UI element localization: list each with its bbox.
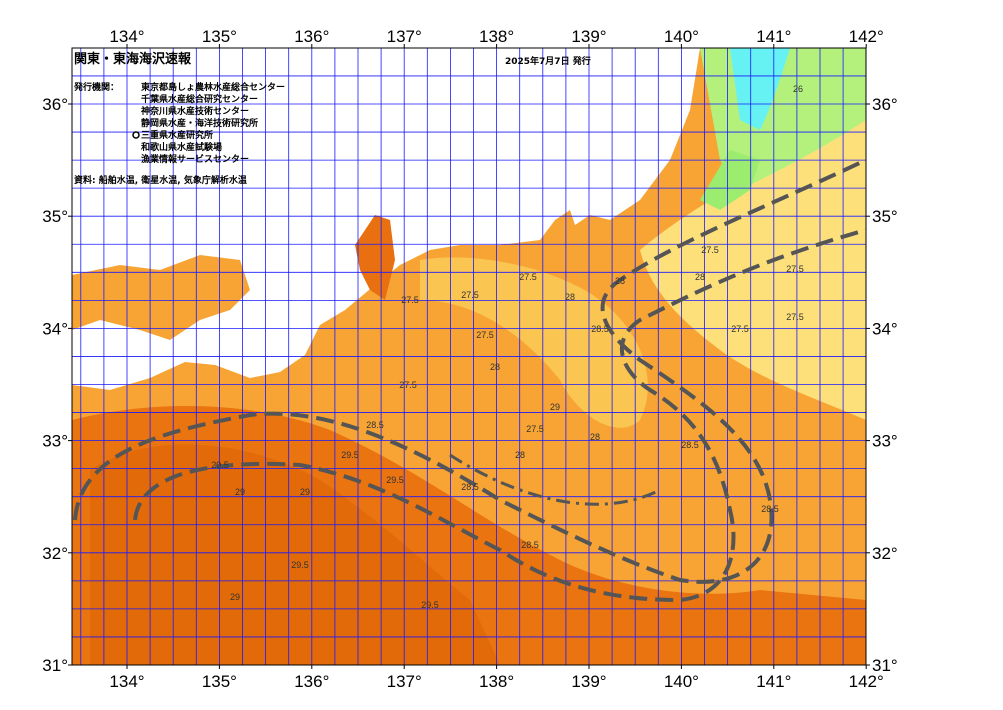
lat-tick-label: 35° [42, 207, 68, 226]
bay [355, 215, 395, 300]
lon-tick-label: 139° [571, 672, 606, 691]
lon-tick-label: 135° [202, 27, 237, 46]
contour-label: 28.5 [521, 540, 539, 550]
contour-label: 28 [695, 272, 705, 282]
inland-sea [72, 255, 250, 340]
contour-label: 29.5 [211, 460, 229, 470]
lon-tick-label: 141° [756, 27, 791, 46]
contour-label: 28.5 [761, 504, 779, 514]
contour-label: 27.5 [399, 380, 417, 390]
contour-label: 29 [300, 487, 310, 497]
grid [72, 48, 866, 665]
lat-tick-label: 32° [42, 544, 68, 563]
lat-tick-label: 36° [872, 95, 898, 114]
contour-label: 29.5 [341, 450, 359, 460]
contour-label: 27.5 [786, 264, 804, 274]
contour-label: 28.5 [461, 482, 479, 492]
map-frame [71, 47, 867, 666]
lon-tick-label: 140° [664, 672, 699, 691]
issuer: 千葉県水産総合研究センター [141, 93, 258, 105]
marker [132, 131, 140, 139]
lon-tick-label: 135° [202, 672, 237, 691]
contour-label: 28 [490, 362, 500, 372]
lon-tick-label: 140° [664, 27, 699, 46]
issuer: 三重県水産研究所 [141, 129, 213, 141]
contour-label: 29 [235, 487, 245, 497]
lon-tick-label: 138° [479, 672, 514, 691]
lon-tick-label: 141° [756, 672, 791, 691]
issuer: 漁業情報サービスセンター [141, 153, 249, 165]
contour-label: 28 [590, 432, 600, 442]
sea-surface [72, 48, 866, 665]
lat-tick-label: 35° [872, 207, 898, 226]
issuer: 静岡県水産・海洋技術研究所 [141, 117, 258, 129]
lat-tick-label: 34° [872, 319, 898, 338]
lat-tick-label: 33° [872, 432, 898, 451]
lat-tick-label: 33° [42, 432, 68, 451]
bay [700, 150, 760, 210]
contour-label: 29.5 [291, 560, 309, 570]
lon-tick-label: 139° [571, 27, 606, 46]
source-note: 資料: 船舶水温, 衛星水温, 気象庁解析水温 [74, 174, 247, 186]
kuroshio-path [73, 158, 866, 584]
lon-tick-label: 134° [109, 27, 144, 46]
contour-label: 28 [515, 450, 525, 460]
map-title: 関東・東海海沢速報 [74, 51, 192, 67]
contour-label: 27.5 [476, 330, 494, 340]
contour-label: 27.5 [786, 312, 804, 322]
lon-tick-label: 136° [294, 27, 329, 46]
issuer-label: 発行機関： [73, 81, 119, 93]
lon-tick-label: 142° [849, 27, 884, 46]
lat-tick-label: 34° [42, 319, 68, 338]
kuroshio-path [133, 228, 866, 603]
lon-tick-label: 137° [387, 27, 422, 46]
contour-label: 28.5 [591, 324, 609, 334]
contour-label: 26 [793, 84, 803, 94]
lon-tick-label: 142° [849, 672, 884, 691]
contour-label: 29.5 [421, 600, 439, 610]
contour-label: 27.5 [526, 424, 544, 434]
contour-label: 28 [615, 276, 625, 286]
contour-label: 29 [230, 592, 240, 602]
warmest-water [90, 444, 500, 665]
contour-label: 29.5 [386, 475, 404, 485]
issuer: 神奈川県水産技術センター [141, 105, 249, 117]
contour-label: 28.5 [366, 420, 384, 430]
contour-label: 27.5 [731, 324, 749, 334]
issuer: 和歌山県水産試験場 [140, 141, 222, 153]
contour-label: 29 [550, 402, 560, 412]
lon-tick-label: 134° [109, 672, 144, 691]
lat-tick-label: 31° [872, 656, 898, 675]
lon-tick-label: 138° [479, 27, 514, 46]
lat-tick-label: 32° [872, 544, 898, 563]
lat-tick-label: 36° [42, 95, 68, 114]
cold-water [730, 48, 790, 130]
issuer: 東京都島しょ農林水産総合センター [141, 81, 285, 93]
lat-tick-label: 31° [42, 656, 68, 675]
front-line [449, 453, 661, 506]
contour-label: 28 [565, 292, 575, 302]
lon-tick-label: 137° [387, 672, 422, 691]
contour-label: 27.5 [701, 245, 719, 255]
lon-tick-label: 136° [294, 672, 329, 691]
contour-label: 27.5 [401, 295, 419, 305]
contour-label: 28.5 [681, 440, 699, 450]
contour-label: 27.5 [519, 272, 537, 282]
issue-date: 2025年7月7日 発行 [505, 55, 591, 67]
contour-label: 27.5 [461, 290, 479, 300]
